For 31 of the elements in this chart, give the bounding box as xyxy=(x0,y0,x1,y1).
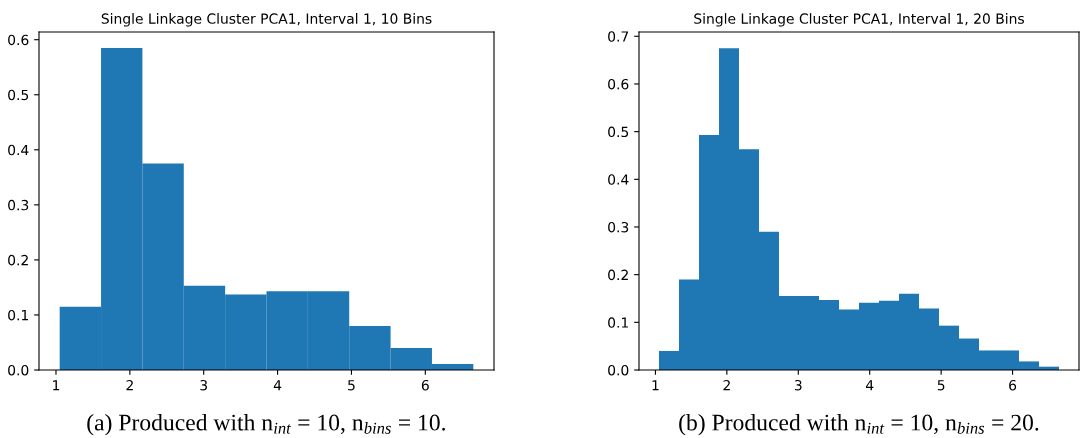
x-tick-label: 2 xyxy=(723,379,730,391)
chart-title: Single Linkage Cluster PCA1, Interval 1, 20 Bins xyxy=(694,13,1024,27)
text: (b) Produced with n$_{int}$ = 10, n$_{bins}$ = 20. xyxy=(679,413,1039,436)
text: (a) Produced with n$_{int}$ = 10, n$_{bins}$ = 10. xyxy=(87,413,445,436)
x-tick-label: 5 xyxy=(348,380,355,391)
y-tick-label: 0.1 xyxy=(608,317,628,328)
x-tick-label: 4 xyxy=(865,380,874,391)
y-tick-label: 0.0 xyxy=(608,364,629,376)
y-tick-label: 0.3 xyxy=(608,221,629,233)
x-tick-label: 6 xyxy=(1009,379,1017,391)
x-tick-label: 3 xyxy=(200,379,208,391)
y-tick-label: 0.2 xyxy=(608,269,628,281)
y-tick-label: 0.5 xyxy=(8,89,29,101)
x-tick-label: 1 xyxy=(652,380,659,391)
y-tick-label: 0.1 xyxy=(8,309,28,321)
y-tick-label: 0.0 xyxy=(8,364,29,376)
y-tick-label: 0.7 xyxy=(608,31,629,42)
x-tick-label: 3 xyxy=(794,379,802,391)
y-tick-label: 0.4 xyxy=(608,174,629,185)
x-tick-label: 2 xyxy=(126,379,133,391)
y-tick-label: 0.3 xyxy=(8,199,29,211)
y-tick-label: 0.5 xyxy=(608,126,629,138)
y-tick-label: 0.4 xyxy=(8,144,29,156)
x-tick-label: 5 xyxy=(937,380,945,391)
x-tick-label: 6 xyxy=(421,379,429,391)
y-tick-label: 0.6 xyxy=(608,78,629,90)
y-tick-label: 0.6 xyxy=(8,34,29,46)
y-tick-label: 0.2 xyxy=(8,254,28,266)
chart-title: Single Linkage Cluster PCA1, Interval 1, 10 Bins xyxy=(101,13,432,27)
x-tick-label: 4 xyxy=(273,380,282,391)
x-tick-label: 1 xyxy=(53,380,60,391)
